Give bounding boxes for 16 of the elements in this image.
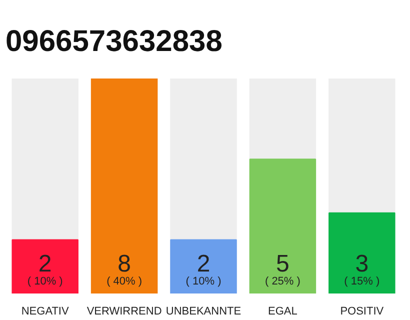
annotation: 8 xyxy=(118,250,131,278)
annotation: 2 xyxy=(196,250,210,278)
data-label: ( 10% ) xyxy=(27,276,63,288)
x-tick-label: UNBEKANNTE xyxy=(166,306,242,318)
chart-title: 0966573632838 xyxy=(6,25,222,58)
data-label: ( 10% ) xyxy=(186,276,222,288)
x-tick-label: VERWIRREND xyxy=(86,306,162,318)
annotation: 5 xyxy=(276,250,290,278)
x-tick-label: EGAL xyxy=(268,306,298,318)
annotation: 3 xyxy=(355,250,369,278)
x-tick-label: POSITIV xyxy=(340,306,384,318)
data-label: ( 25% ) xyxy=(264,276,300,288)
data-label: ( 15% ) xyxy=(344,276,380,288)
annotation: 2 xyxy=(38,250,52,278)
data-label: ( 40% ) xyxy=(106,276,142,288)
x-tick-label: NEGATIV xyxy=(21,306,70,318)
